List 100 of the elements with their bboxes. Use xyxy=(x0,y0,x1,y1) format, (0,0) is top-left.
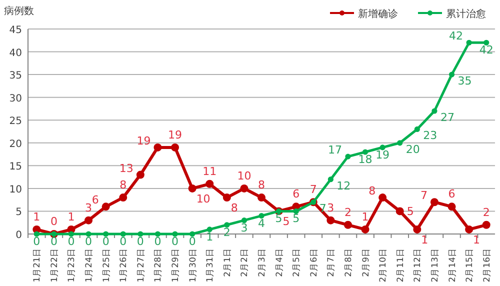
data-label: 0 xyxy=(102,235,110,248)
point xyxy=(206,180,214,188)
point xyxy=(188,184,196,192)
y-tick-label: 25 xyxy=(9,116,22,128)
data-label: 2 xyxy=(482,206,490,219)
point xyxy=(466,40,472,46)
point xyxy=(68,231,74,237)
point xyxy=(361,225,370,234)
data-label: 0 xyxy=(188,235,196,248)
data-label: 17 xyxy=(328,144,342,157)
data-label: 1 xyxy=(33,210,40,224)
x-tick-label: 1月22日 xyxy=(50,248,60,282)
x-tick-label: 1月29日 xyxy=(171,248,182,282)
point xyxy=(86,231,92,237)
x-tick-label: 2月16日 xyxy=(482,248,492,282)
data-label: 0 xyxy=(154,235,162,248)
data-label: 5 xyxy=(292,212,300,226)
point xyxy=(432,108,438,114)
point xyxy=(102,202,110,211)
x-tick-label: 2月1日 xyxy=(222,248,233,277)
x-tick-label: 2月5日 xyxy=(292,248,302,277)
data-label: 1 xyxy=(421,233,428,246)
data-label: 0 xyxy=(33,235,40,248)
data-label: 19 xyxy=(376,148,390,162)
point xyxy=(448,72,455,78)
point xyxy=(171,143,180,152)
x-tick-label: 1月31日 xyxy=(206,248,216,282)
point xyxy=(448,202,456,211)
legend-label: 累计治愈 xyxy=(446,8,486,20)
data-label: 3 xyxy=(240,221,248,234)
data-label: 8 xyxy=(120,178,127,192)
y-tick-label: 0 xyxy=(16,230,22,241)
data-label: 1 xyxy=(206,230,214,244)
point xyxy=(328,176,334,182)
x-tick-label: 2月8日 xyxy=(344,248,354,277)
data-label: 10 xyxy=(237,169,252,182)
x-tick-label: 1月23日 xyxy=(67,248,78,282)
data-label: 1 xyxy=(362,210,369,224)
data-label: 1 xyxy=(473,233,480,246)
data-label: 2 xyxy=(344,206,352,219)
point xyxy=(344,220,352,229)
x-tick-label: 2月3日 xyxy=(258,248,268,277)
point xyxy=(154,231,161,237)
x-tick-label: 1月26日 xyxy=(119,248,130,282)
legend-label: 新增确诊 xyxy=(358,8,398,20)
x-tick-label: 2月10日 xyxy=(378,248,389,282)
point xyxy=(378,194,387,202)
data-label: 4 xyxy=(258,216,265,230)
point xyxy=(103,231,109,237)
data-label: 0 xyxy=(68,235,75,248)
x-tick-label: 2月12日 xyxy=(413,248,424,282)
x-tick-label: 2月13日 xyxy=(430,248,440,282)
data-label: 0 xyxy=(136,235,144,248)
data-label: 10 xyxy=(196,192,210,206)
point xyxy=(34,231,40,237)
data-label: 13 xyxy=(119,162,134,175)
data-label: 12 xyxy=(336,179,351,192)
x-tick-label: 1月28日 xyxy=(154,248,164,282)
point xyxy=(326,216,335,224)
point xyxy=(120,231,126,237)
point xyxy=(240,184,248,192)
x-tick-label: 1月27日 xyxy=(136,248,146,282)
x-tick-label: 2月4日 xyxy=(274,248,285,277)
x-tick-label: 2月2日 xyxy=(240,248,250,277)
x-tick-label: 2月7日 xyxy=(326,248,337,277)
y-tick-label: 40 xyxy=(9,48,22,59)
data-label: 8 xyxy=(258,178,265,192)
point xyxy=(345,154,351,160)
data-label: 8 xyxy=(368,184,376,198)
x-tick-label: 1月21日 xyxy=(32,248,43,282)
point xyxy=(465,225,474,234)
point xyxy=(482,220,490,229)
data-label: 19 xyxy=(136,134,151,148)
data-label: 0 xyxy=(172,235,179,248)
data-label: 27 xyxy=(440,111,454,124)
point xyxy=(414,126,420,132)
point xyxy=(119,194,128,202)
y-tick-label: 5 xyxy=(16,207,22,218)
point xyxy=(222,194,231,202)
y-axis-title: 病例数 xyxy=(4,5,34,17)
data-label: 11 xyxy=(202,164,217,178)
data-label: 6 xyxy=(292,188,300,201)
data-label: 6 xyxy=(92,194,99,207)
point xyxy=(258,212,264,219)
point xyxy=(84,216,93,224)
data-label: 3 xyxy=(85,201,92,214)
y-tick-label: 15 xyxy=(9,162,22,173)
y-tick-label: 30 xyxy=(9,93,22,104)
point xyxy=(258,194,266,202)
data-label: 23 xyxy=(423,129,438,142)
data-label: 0 xyxy=(50,215,58,228)
point xyxy=(380,144,386,150)
data-label: 42 xyxy=(449,30,464,43)
x-tick-label: 2月6日 xyxy=(309,248,320,277)
x-tick-label: 2月14日 xyxy=(448,248,458,282)
y-tick-label: 10 xyxy=(9,184,22,196)
data-label: 5 xyxy=(282,215,290,228)
point xyxy=(241,218,248,224)
data-label: 5 xyxy=(275,212,282,226)
data-label: 19 xyxy=(168,128,182,142)
